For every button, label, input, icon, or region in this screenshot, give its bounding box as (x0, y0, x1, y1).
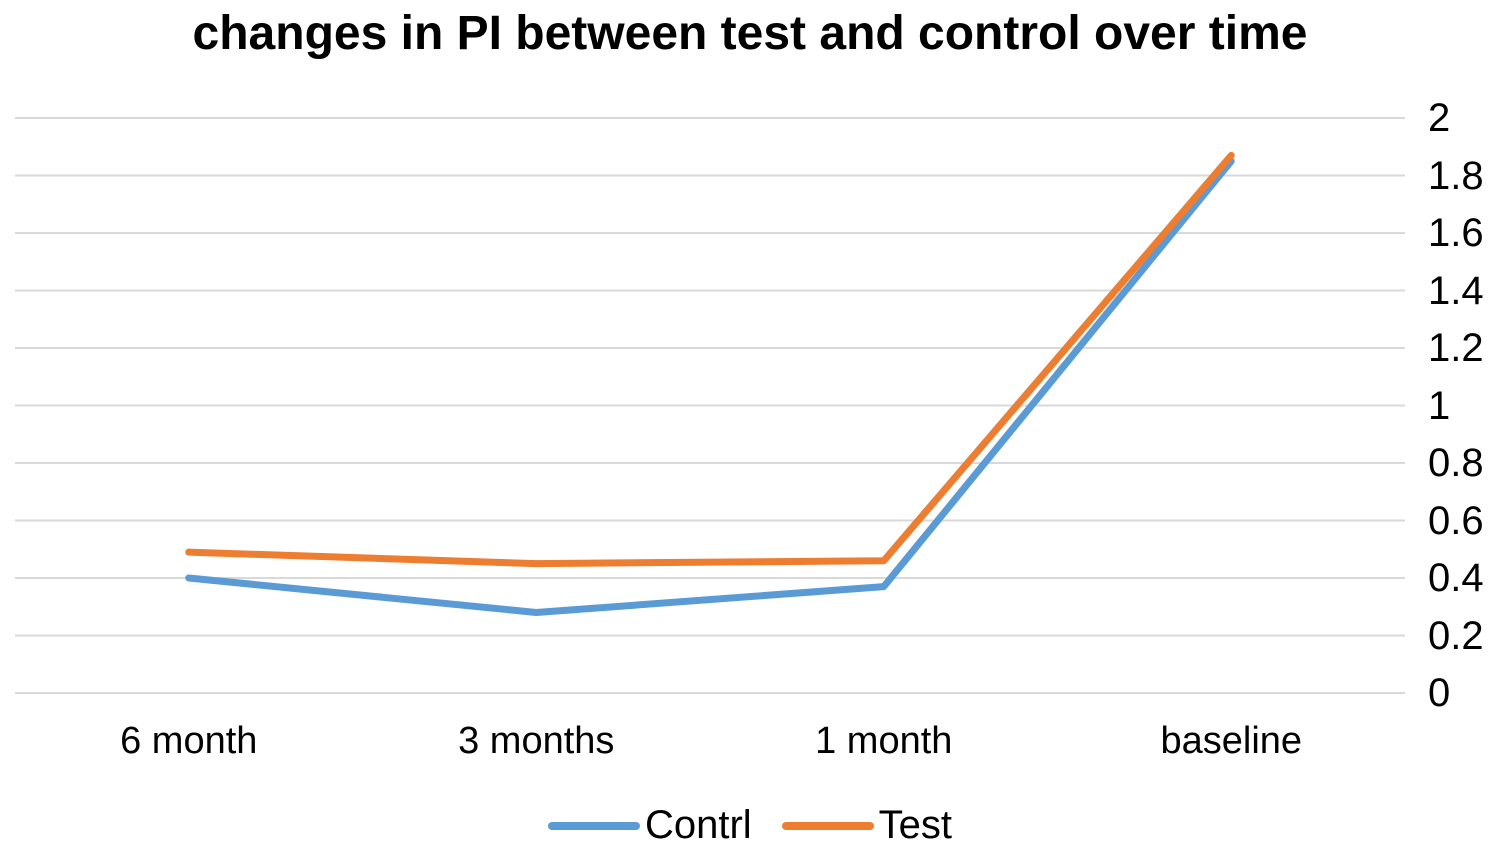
x-axis-tick-label: 3 months (458, 720, 615, 762)
chart-title: changes in PI between test and control o… (192, 7, 1308, 60)
series-line-contrl (185, 157, 1235, 616)
y-axis-tick-label: 0 (1428, 671, 1451, 715)
y-axis-tick-label: 1 (1428, 383, 1451, 428)
y-axis-tick-label: 0.4 (1428, 556, 1484, 600)
y-axis-tick-label: 1.2 (1428, 326, 1484, 370)
y-axis-tick-label: 0.8 (1428, 441, 1484, 485)
y-axis-tick-label: 0.6 (1428, 498, 1484, 543)
x-axis-tick-label: baseline (1160, 720, 1303, 762)
series-line-test (185, 151, 1235, 568)
x-axis-tick-label: 1 month (815, 720, 953, 762)
x-axis-tick-label: 6 month (120, 720, 258, 762)
y-axis-tick-label: 0.2 (1428, 613, 1484, 658)
legend-line-swatch (781, 821, 874, 830)
legend-label: Test (878, 803, 953, 847)
legend-item-contrl: Contrl (547, 803, 752, 848)
y-axis-tick-label: 1.6 (1428, 211, 1484, 255)
legend-label: Contrl (644, 803, 752, 847)
legend-line-swatch (547, 821, 640, 830)
y-axis-tick-label: 1.4 (1428, 268, 1484, 313)
y-axis-tick-label: 2 (1428, 96, 1451, 140)
y-axis-tick-label: 1.8 (1428, 153, 1484, 198)
legend: Contrl Test (0, 803, 1500, 848)
legend-item-test: Test (781, 803, 953, 848)
